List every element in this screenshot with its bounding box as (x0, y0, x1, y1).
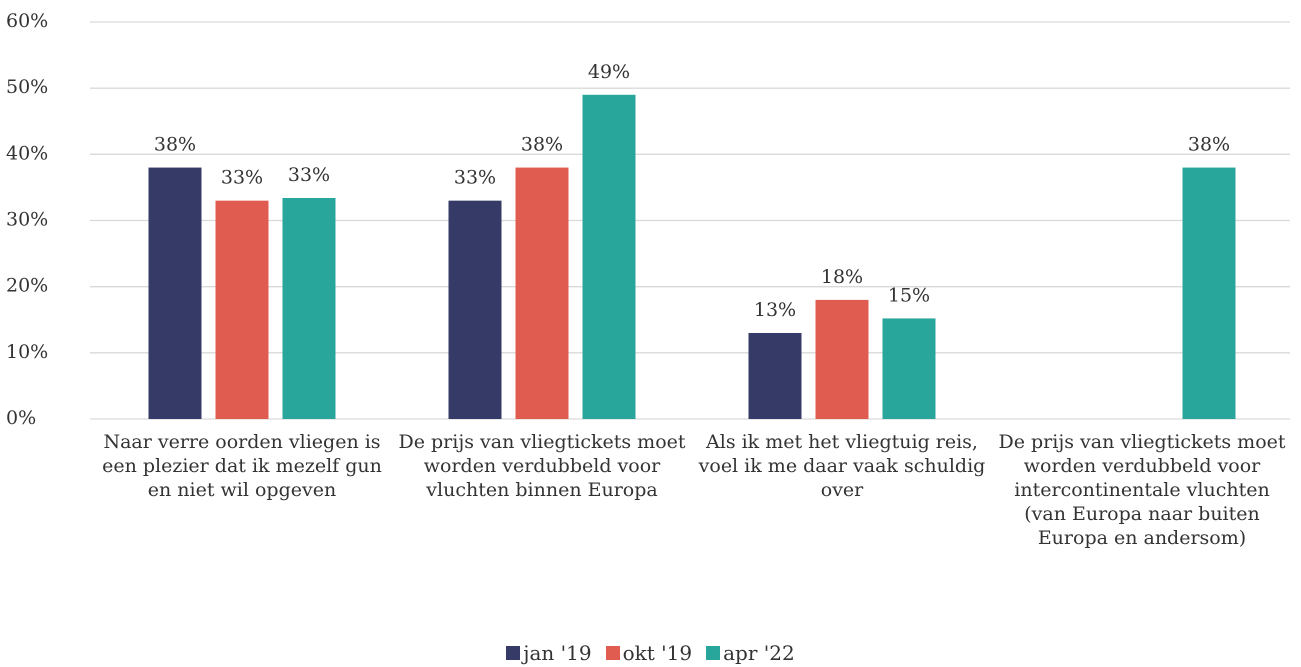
data-label: 18% (821, 266, 863, 288)
legend-label: okt '19 (622, 641, 693, 665)
y-tick-label: 30% (6, 209, 48, 231)
y-tick-label: 10% (6, 341, 48, 363)
data-label: 38% (521, 134, 563, 156)
data-label: 13% (754, 299, 796, 321)
bar (215, 200, 269, 419)
data-label: 33% (454, 167, 496, 189)
legend-item: okt '19 (605, 641, 693, 665)
bar (1182, 167, 1236, 419)
bar (148, 167, 202, 419)
x-tick-label: Naar verre oorden vliegen is een plezier… (102, 431, 382, 501)
legend-label: jan '19 (523, 641, 592, 665)
x-tick-label: De prijs van vliegtickets moet worden ve… (398, 431, 686, 501)
data-label: 38% (154, 134, 196, 156)
bar (448, 200, 502, 419)
data-label: 49% (588, 61, 630, 83)
x-tick-label: De prijs van vliegtickets moet worden ve… (998, 431, 1286, 549)
bar (582, 94, 636, 420)
data-label: 15% (888, 284, 930, 306)
bar (282, 198, 336, 419)
data-label: 33% (221, 167, 263, 189)
y-tick-label: 20% (6, 275, 48, 297)
data-label: 38% (1188, 134, 1230, 156)
legend: jan '19 okt '19 apr '22 (0, 641, 1301, 665)
y-tick-label: 60% (6, 10, 48, 32)
bar (515, 167, 569, 419)
legend-label: apr '22 (723, 641, 795, 665)
legend-item: jan '19 (506, 641, 592, 665)
y-tick-label: 40% (6, 142, 48, 164)
y-tick-label: 0% (6, 407, 36, 429)
legend-swatch (605, 646, 620, 660)
legend-item: apr '22 (706, 641, 795, 665)
bar (815, 299, 869, 419)
bar (748, 332, 802, 419)
legend-swatch (706, 646, 721, 660)
x-tick-label: Als ik met het vliegtuig reis, voel ik m… (698, 431, 986, 501)
y-tick-label: 50% (6, 76, 48, 98)
legend-swatch (506, 646, 521, 660)
data-label: 33% (288, 164, 330, 186)
bar (882, 318, 936, 419)
